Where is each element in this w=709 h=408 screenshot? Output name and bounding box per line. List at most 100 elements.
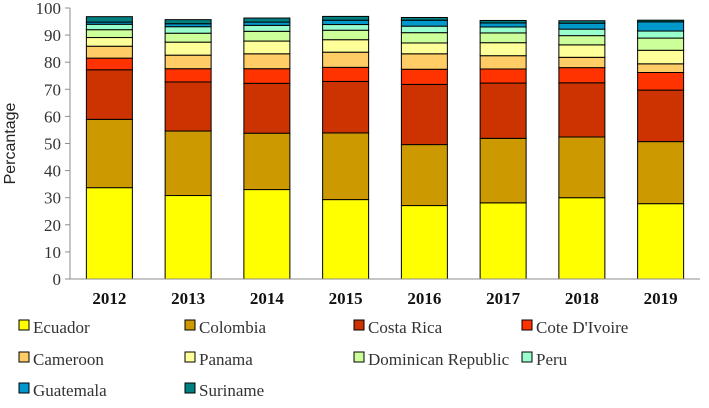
bar-2014-peru	[243, 24, 291, 32]
legend-label-suriname: Suriname	[199, 381, 264, 400]
bar-2017-dominican-republic	[479, 32, 527, 44]
bar-2014-ecuador	[243, 189, 291, 280]
bar-2019-cote-d-ivoire	[637, 71, 685, 91]
bar-2012-colombia	[85, 118, 133, 189]
bar-2018-guatemala	[558, 22, 606, 30]
bar-2013-suriname	[164, 19, 212, 25]
bar-2012-suriname	[85, 16, 133, 23]
x-tick-label: 2012	[92, 289, 126, 308]
legend-swatch-colombia	[184, 319, 196, 331]
x-tick-label: 2016	[407, 289, 441, 308]
bar-2015-dominican-republic	[322, 29, 370, 41]
bar-2018-costa-rica	[558, 82, 606, 138]
bar-2019-ecuador	[637, 203, 685, 280]
bar-2015-suriname	[322, 15, 370, 21]
bar-2013-colombia	[164, 130, 212, 197]
bar-2016-panama	[400, 42, 448, 55]
legend-swatch-guatemala	[18, 382, 30, 394]
bar-2018-cote-d-ivoire	[558, 67, 606, 84]
bar-2014-dominican-republic	[243, 30, 291, 42]
bar-2015-ecuador	[322, 199, 370, 280]
bar-2017-suriname	[479, 19, 527, 24]
bar-2012-dominican-republic	[85, 29, 133, 39]
y-tick-label: 10	[44, 243, 61, 262]
bar-2015-cameroon	[322, 51, 370, 68]
legend-swatch-peru	[521, 351, 533, 363]
bar-2016-peru	[400, 25, 448, 34]
bar-2017-costa-rica	[479, 82, 527, 139]
y-tick-label: 70	[44, 80, 61, 99]
y-tick-label: 40	[44, 162, 61, 181]
bar-2017-cote-d-ivoire	[479, 68, 527, 84]
bar-2019-dominican-republic	[637, 37, 685, 51]
bar-2019-panama	[637, 49, 685, 65]
bar-2018-ecuador	[558, 197, 606, 280]
bar-2016-dominican-republic	[400, 32, 448, 44]
bar-2014-panama	[243, 40, 291, 55]
bar-2014-cameroon	[243, 53, 291, 70]
bar-2014-suriname	[243, 17, 291, 23]
bar-2019-colombia	[637, 141, 685, 205]
bar-2017-cameroon	[479, 55, 527, 70]
legend-label-dominican-republic: Dominican Republic	[368, 350, 510, 369]
bar-2014-colombia	[243, 132, 291, 191]
bar-2013-ecuador	[164, 195, 212, 280]
bar-2016-costa-rica	[400, 83, 448, 146]
y-tick-label: 0	[53, 270, 62, 289]
legend-swatch-ecuador	[18, 319, 30, 331]
x-tick-label: 2018	[565, 289, 599, 308]
y-tick-label: 80	[44, 53, 61, 72]
bar-2015-guatemala	[322, 19, 370, 26]
bar-2018-cameroon	[558, 56, 606, 69]
bar-2015-cote-d-ivoire	[322, 66, 370, 82]
bar-2013-panama	[164, 41, 212, 56]
legend-label-ecuador: Ecuador	[33, 318, 90, 337]
bar-2017-colombia	[479, 137, 527, 204]
bar-2017-guatemala	[479, 22, 527, 28]
x-tick-label: 2015	[329, 289, 363, 308]
legend-label-colombia: Colombia	[199, 318, 267, 337]
bar-2018-peru	[558, 28, 606, 37]
legend-swatch-cameroon	[18, 351, 30, 363]
legend-swatch-suriname	[184, 382, 196, 394]
y-tick-label: 100	[36, 0, 62, 18]
bar-2019-suriname	[637, 19, 685, 23]
legend-label-costa-rica: Costa Rica	[368, 318, 443, 337]
y-axis: 0 10 20 30 40 50 60 70 80 90 100	[36, 0, 71, 289]
bar-2016-cote-d-ivoire	[400, 68, 448, 85]
bar-2012-panama	[85, 37, 133, 47]
legend-swatch-cote-d-ivoire	[521, 319, 533, 331]
bar-2015-costa-rica	[322, 80, 370, 134]
legend-label-peru: Peru	[536, 350, 568, 369]
bar-2013-dominican-republic	[164, 32, 212, 43]
y-tick-label: 50	[44, 135, 61, 154]
bar-2016-guatemala	[400, 19, 448, 27]
x-tick-label: 2013	[171, 289, 205, 308]
bar-2019-peru	[637, 30, 685, 39]
legend-label-cote-d-ivoire: Cote D'Ivoire	[536, 318, 628, 337]
bar-2012-cameroon	[85, 45, 133, 59]
bar-2015-colombia	[322, 132, 370, 201]
x-tick-label: 2019	[644, 289, 678, 308]
bars	[85, 15, 685, 280]
bar-2016-colombia	[400, 144, 448, 207]
bar-2017-peru	[479, 26, 527, 34]
bar-2014-cote-d-ivoire	[243, 68, 291, 84]
y-tick-label: 20	[44, 216, 61, 235]
bar-2012-costa-rica	[85, 69, 133, 120]
legend: Ecuador Colombia Costa Rica Cote D'Ivoire Ca…	[18, 318, 628, 400]
bar-2017-panama	[479, 42, 527, 57]
y-tick-label: 60	[44, 107, 61, 126]
bar-2013-cameroon	[164, 54, 212, 70]
bar-2015-peru	[322, 24, 370, 31]
bar-2016-suriname	[400, 16, 448, 21]
bar-2013-cote-d-ivoire	[164, 68, 212, 83]
bar-2015-panama	[322, 39, 370, 53]
bar-2019-costa-rica	[637, 89, 685, 143]
y-tick-label: 90	[44, 26, 61, 45]
bar-2018-colombia	[558, 136, 606, 199]
y-axis-title: Percantage	[2, 102, 19, 184]
bar-2018-dominican-republic	[558, 35, 606, 46]
x-tick-label: 2014	[250, 289, 285, 308]
